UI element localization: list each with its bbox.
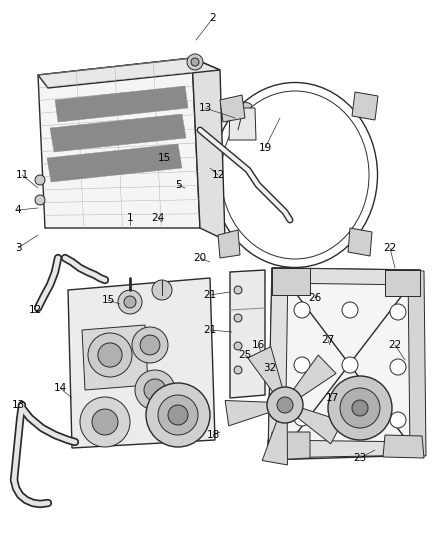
Text: 17: 17 <box>325 393 339 403</box>
Polygon shape <box>38 58 220 88</box>
Polygon shape <box>47 144 182 182</box>
Circle shape <box>35 195 45 205</box>
Polygon shape <box>230 270 265 398</box>
Circle shape <box>152 280 172 300</box>
Text: 15: 15 <box>101 295 115 305</box>
Polygon shape <box>55 86 188 122</box>
Text: 13: 13 <box>11 400 25 410</box>
Polygon shape <box>272 432 310 460</box>
Text: 19: 19 <box>258 143 272 153</box>
Polygon shape <box>348 228 372 256</box>
Polygon shape <box>296 408 343 444</box>
Text: 20: 20 <box>194 253 207 263</box>
Text: 11: 11 <box>15 170 28 180</box>
Polygon shape <box>268 268 288 460</box>
Circle shape <box>342 410 358 426</box>
Circle shape <box>277 397 293 413</box>
Polygon shape <box>220 95 245 122</box>
Circle shape <box>98 343 122 367</box>
Text: 22: 22 <box>383 243 397 253</box>
Text: 32: 32 <box>263 363 277 373</box>
Text: 12: 12 <box>212 170 225 180</box>
Polygon shape <box>268 268 425 460</box>
Text: 22: 22 <box>389 340 402 350</box>
Circle shape <box>234 314 242 322</box>
Text: 3: 3 <box>15 243 21 253</box>
Text: 21: 21 <box>203 290 217 300</box>
Ellipse shape <box>221 91 369 259</box>
Polygon shape <box>225 400 271 426</box>
Polygon shape <box>218 230 240 258</box>
Polygon shape <box>385 270 420 296</box>
Circle shape <box>294 357 310 373</box>
Circle shape <box>80 397 130 447</box>
Text: 14: 14 <box>53 383 67 393</box>
Circle shape <box>234 286 242 294</box>
Text: 2: 2 <box>210 13 216 23</box>
Polygon shape <box>293 355 336 398</box>
Circle shape <box>342 302 358 318</box>
Circle shape <box>340 388 380 428</box>
Circle shape <box>328 376 392 440</box>
Text: 5: 5 <box>175 180 181 190</box>
Polygon shape <box>272 268 310 295</box>
Circle shape <box>146 383 210 447</box>
Circle shape <box>390 412 406 428</box>
Text: 24: 24 <box>152 213 165 223</box>
Polygon shape <box>68 278 215 448</box>
Circle shape <box>267 387 303 423</box>
Text: 18: 18 <box>206 430 219 440</box>
Circle shape <box>140 335 160 355</box>
Polygon shape <box>383 435 424 458</box>
Text: 25: 25 <box>238 350 251 360</box>
Polygon shape <box>248 346 283 393</box>
Circle shape <box>92 409 118 435</box>
Text: 23: 23 <box>353 453 367 463</box>
Circle shape <box>294 302 310 318</box>
Circle shape <box>135 370 175 410</box>
Circle shape <box>191 58 199 66</box>
Polygon shape <box>272 268 420 285</box>
Circle shape <box>168 405 188 425</box>
Text: 12: 12 <box>28 305 42 315</box>
Text: 21: 21 <box>203 325 217 335</box>
Polygon shape <box>267 440 424 458</box>
Circle shape <box>158 395 198 435</box>
Circle shape <box>118 290 142 314</box>
Text: 15: 15 <box>157 153 171 163</box>
Text: 27: 27 <box>321 335 335 345</box>
Text: 13: 13 <box>198 103 212 113</box>
Circle shape <box>294 410 310 426</box>
Circle shape <box>234 342 242 350</box>
Circle shape <box>187 54 203 70</box>
Circle shape <box>390 304 406 320</box>
Circle shape <box>35 175 45 185</box>
Circle shape <box>390 359 406 375</box>
Text: 26: 26 <box>308 293 321 303</box>
Text: 1: 1 <box>127 213 133 223</box>
Circle shape <box>342 357 358 373</box>
Text: 16: 16 <box>251 340 265 350</box>
Polygon shape <box>192 58 225 240</box>
Polygon shape <box>408 270 426 456</box>
Polygon shape <box>82 325 148 390</box>
Polygon shape <box>50 114 186 152</box>
Polygon shape <box>229 108 256 140</box>
Polygon shape <box>352 92 378 120</box>
Text: 4: 4 <box>15 205 21 215</box>
Circle shape <box>352 400 368 416</box>
Circle shape <box>132 327 168 363</box>
Circle shape <box>144 379 166 401</box>
Polygon shape <box>262 419 287 465</box>
Circle shape <box>124 296 136 308</box>
Ellipse shape <box>232 102 252 110</box>
Circle shape <box>88 333 132 377</box>
Polygon shape <box>38 58 200 228</box>
Circle shape <box>234 366 242 374</box>
